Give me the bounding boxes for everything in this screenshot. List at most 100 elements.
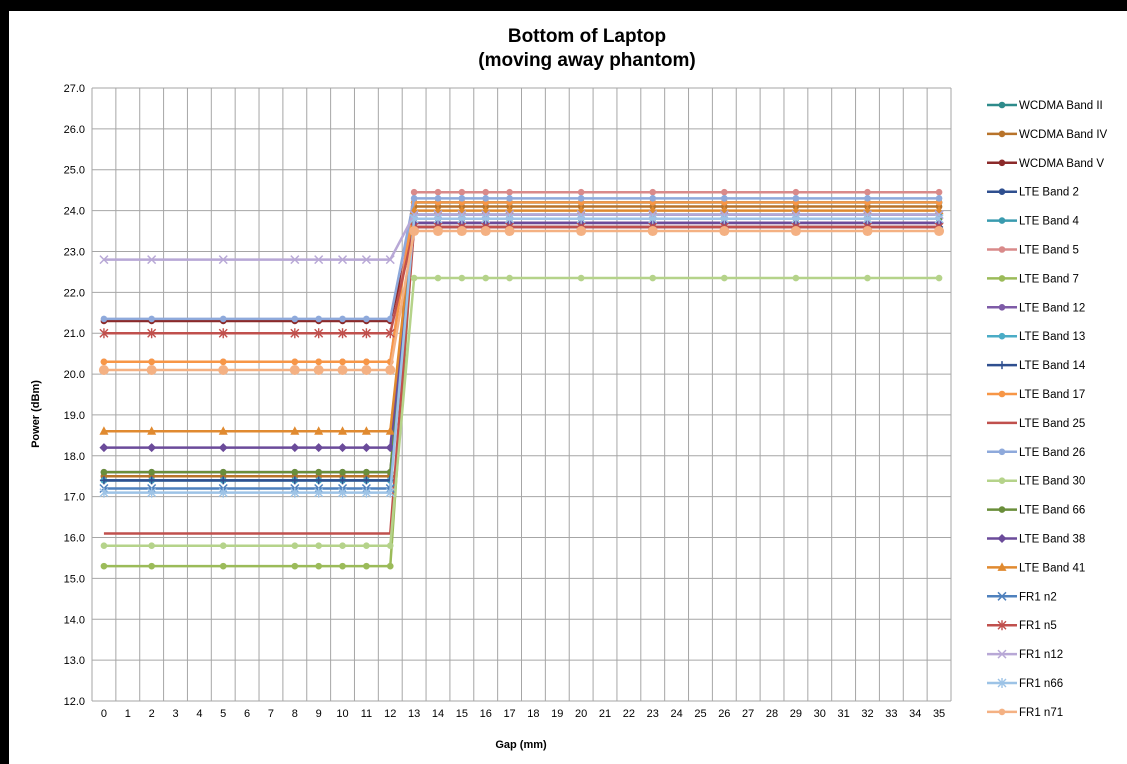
series-line xyxy=(103,221,940,449)
legend-label: LTE Band 66 xyxy=(1019,505,1085,517)
x-tick-label: 28 xyxy=(766,708,778,720)
x-tick-label: 18 xyxy=(527,708,539,720)
y-tick-label: 20.0 xyxy=(64,369,85,381)
legend-item: WCDMA Band IV xyxy=(987,129,1108,141)
data-point xyxy=(218,255,228,265)
series-line xyxy=(103,197,940,321)
data-point xyxy=(409,226,420,237)
x-axis-title: Gap (mm) xyxy=(495,739,547,751)
x-tick-label: 13 xyxy=(408,708,420,720)
data-point xyxy=(338,328,348,339)
data-point xyxy=(314,328,324,339)
data-point xyxy=(935,274,943,282)
data-point xyxy=(338,487,348,498)
data-point xyxy=(862,226,873,237)
legend-label: LTE Band 17 xyxy=(1019,389,1085,401)
x-tick-label: 15 xyxy=(456,708,468,720)
data-point xyxy=(361,487,371,498)
data-point xyxy=(935,195,943,202)
data-point xyxy=(481,213,491,224)
y-tick-label: 21.0 xyxy=(64,328,85,340)
legend-label: FR1 n2 xyxy=(1019,591,1057,603)
data-point xyxy=(338,443,348,453)
data-point xyxy=(146,364,157,375)
data-point xyxy=(506,195,513,202)
data-point xyxy=(506,188,513,196)
data-point xyxy=(147,255,157,265)
data-point xyxy=(997,591,1007,601)
x-tick-label: 35 xyxy=(933,708,945,720)
legend-label: FR1 n12 xyxy=(1019,649,1063,661)
data-point xyxy=(339,542,346,550)
legend-label: WCDMA Band IV xyxy=(1019,129,1108,141)
x-tick-label: 24 xyxy=(670,708,682,720)
data-point xyxy=(576,213,586,224)
data-point xyxy=(385,364,396,375)
data-point xyxy=(218,328,228,339)
y-tick-label: 26.0 xyxy=(64,124,85,136)
gridlines xyxy=(91,87,952,702)
legend-item: LTE Band 38 xyxy=(987,534,1085,546)
series-line xyxy=(103,209,940,433)
data-point xyxy=(99,426,109,435)
data-point xyxy=(998,361,1006,370)
data-point xyxy=(338,255,348,265)
legend-item: WCDMA Band II xyxy=(987,100,1103,112)
data-point xyxy=(721,274,728,282)
data-point xyxy=(862,213,872,224)
data-point xyxy=(997,562,1007,571)
data-point xyxy=(363,562,370,570)
x-tick-label: 30 xyxy=(814,708,826,720)
series-line xyxy=(103,225,940,335)
series-line xyxy=(103,229,940,372)
data-point xyxy=(790,226,801,237)
data-point xyxy=(410,274,418,282)
data-point xyxy=(338,476,347,485)
chart-panel: Bottom of Laptop (moving away phantom) 1… xyxy=(9,11,1127,764)
data-point xyxy=(99,476,108,485)
data-point xyxy=(99,487,109,498)
legend-item: FR1 n2 xyxy=(987,591,1057,603)
y-axis-title: Power (dBm) xyxy=(30,380,42,448)
data-point xyxy=(219,468,227,476)
series-line xyxy=(103,276,940,547)
data-point xyxy=(291,468,299,476)
data-point xyxy=(864,195,871,202)
data-point xyxy=(148,315,155,323)
data-point xyxy=(504,226,515,237)
series-line xyxy=(103,213,940,261)
data-point xyxy=(864,274,871,282)
data-point xyxy=(315,562,322,570)
legend-item: LTE Band 5 xyxy=(987,245,1079,257)
data-point xyxy=(219,542,227,550)
data-point xyxy=(219,476,228,485)
data-point xyxy=(577,274,585,282)
y-tick-label: 13.0 xyxy=(64,655,85,667)
data-point xyxy=(218,487,228,498)
legend-label: LTE Band 14 xyxy=(1019,360,1086,372)
data-point xyxy=(385,255,395,265)
data-point xyxy=(147,443,157,453)
data-point xyxy=(100,542,108,550)
data-point xyxy=(998,246,1006,253)
data-point xyxy=(337,364,348,375)
y-tick-label: 19.0 xyxy=(64,410,85,422)
data-point xyxy=(148,562,155,570)
data-point xyxy=(482,195,490,202)
legend-item: FR1 n66 xyxy=(987,678,1063,690)
data-point xyxy=(997,649,1007,659)
y-tick-label: 24.0 xyxy=(64,206,85,218)
data-point xyxy=(998,506,1006,513)
data-point xyxy=(649,274,657,282)
data-point xyxy=(291,562,299,570)
legend-label: FR1 n5 xyxy=(1019,620,1057,632)
data-point xyxy=(647,226,658,237)
data-point xyxy=(363,358,370,366)
data-point xyxy=(434,274,442,282)
data-point xyxy=(998,217,1006,224)
data-point xyxy=(315,468,322,476)
data-point xyxy=(434,195,442,202)
data-point xyxy=(361,364,372,375)
data-point xyxy=(998,477,1006,485)
